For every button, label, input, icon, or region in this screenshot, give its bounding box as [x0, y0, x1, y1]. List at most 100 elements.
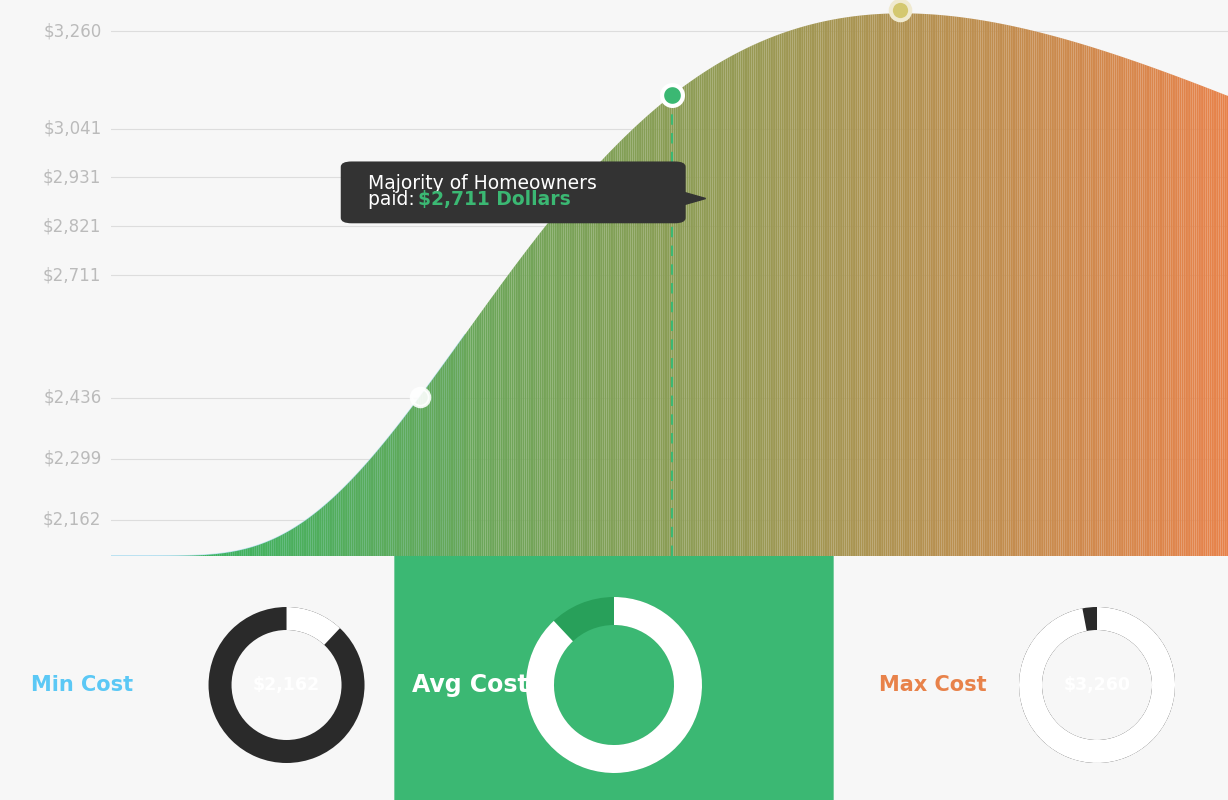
Polygon shape	[815, 23, 817, 556]
Polygon shape	[413, 403, 415, 556]
Text: Majority of Homeowners: Majority of Homeowners	[368, 174, 597, 193]
Polygon shape	[817, 22, 819, 556]
Polygon shape	[835, 19, 837, 556]
Polygon shape	[830, 20, 831, 556]
Polygon shape	[597, 163, 599, 556]
Polygon shape	[672, 94, 673, 556]
Polygon shape	[1156, 69, 1157, 556]
Text: $3,260: $3,260	[1063, 676, 1131, 694]
Polygon shape	[1181, 78, 1184, 556]
Polygon shape	[781, 33, 783, 556]
Polygon shape	[1211, 90, 1213, 556]
Polygon shape	[1210, 89, 1211, 556]
Polygon shape	[780, 34, 781, 556]
Polygon shape	[931, 14, 932, 556]
Polygon shape	[1003, 24, 1005, 556]
Polygon shape	[893, 14, 895, 556]
Polygon shape	[642, 119, 643, 556]
Polygon shape	[1217, 92, 1218, 556]
Polygon shape	[903, 14, 904, 556]
Polygon shape	[542, 229, 543, 556]
Polygon shape	[502, 281, 503, 556]
Polygon shape	[279, 535, 281, 556]
Polygon shape	[402, 418, 404, 556]
Polygon shape	[1081, 44, 1083, 556]
Polygon shape	[803, 26, 806, 556]
Polygon shape	[459, 340, 462, 556]
Text: $2,711: $2,711	[578, 675, 650, 694]
Polygon shape	[336, 493, 339, 556]
Polygon shape	[888, 14, 889, 556]
Polygon shape	[254, 546, 257, 556]
Polygon shape	[447, 358, 448, 556]
Polygon shape	[1203, 86, 1206, 556]
Polygon shape	[1185, 79, 1187, 556]
Polygon shape	[861, 15, 863, 556]
Polygon shape	[599, 162, 600, 556]
Polygon shape	[266, 542, 268, 556]
Text: $2,711: $2,711	[43, 266, 102, 284]
Polygon shape	[354, 476, 355, 556]
Polygon shape	[989, 22, 990, 556]
Polygon shape	[1005, 25, 1007, 556]
Polygon shape	[907, 14, 910, 556]
Polygon shape	[668, 97, 669, 556]
Polygon shape	[869, 14, 871, 556]
Polygon shape	[485, 303, 488, 556]
Text: $2,162: $2,162	[43, 510, 102, 529]
Polygon shape	[1011, 26, 1012, 556]
Polygon shape	[925, 14, 927, 556]
Polygon shape	[740, 50, 742, 556]
Polygon shape	[723, 59, 726, 556]
Polygon shape	[640, 121, 642, 556]
Polygon shape	[1083, 44, 1084, 556]
Polygon shape	[1038, 32, 1040, 556]
Polygon shape	[874, 14, 877, 556]
Polygon shape	[1077, 42, 1079, 556]
Polygon shape	[445, 360, 447, 556]
Polygon shape	[946, 15, 947, 556]
Polygon shape	[1224, 94, 1226, 556]
Polygon shape	[885, 14, 888, 556]
Polygon shape	[604, 155, 607, 556]
Polygon shape	[1007, 25, 1008, 556]
Polygon shape	[424, 389, 426, 556]
Polygon shape	[366, 462, 368, 556]
Polygon shape	[1176, 76, 1178, 556]
Polygon shape	[653, 110, 655, 556]
Polygon shape	[939, 15, 942, 556]
Polygon shape	[712, 66, 715, 556]
Polygon shape	[478, 314, 480, 556]
Polygon shape	[435, 374, 437, 556]
Polygon shape	[655, 108, 657, 556]
Text: Avg Cost: Avg Cost	[413, 673, 529, 697]
Polygon shape	[513, 266, 516, 556]
Polygon shape	[1061, 38, 1062, 556]
Polygon shape	[206, 554, 209, 556]
Polygon shape	[808, 25, 809, 556]
Polygon shape	[1066, 39, 1068, 556]
Polygon shape	[1148, 66, 1149, 556]
Polygon shape	[819, 22, 820, 556]
Polygon shape	[340, 490, 343, 556]
Polygon shape	[308, 517, 311, 556]
Polygon shape	[437, 370, 438, 556]
Polygon shape	[1127, 58, 1130, 556]
Polygon shape	[1065, 39, 1066, 556]
Polygon shape	[701, 73, 704, 556]
Polygon shape	[1072, 41, 1073, 556]
Polygon shape	[589, 171, 592, 556]
Polygon shape	[262, 543, 264, 556]
Text: $2,436: $2,436	[43, 389, 102, 406]
Polygon shape	[1206, 87, 1207, 556]
Polygon shape	[205, 555, 206, 556]
Polygon shape	[882, 14, 884, 556]
Polygon shape	[516, 263, 517, 556]
Text: $3,260: $3,260	[43, 22, 102, 40]
Polygon shape	[849, 17, 850, 556]
Polygon shape	[476, 316, 478, 556]
Polygon shape	[281, 534, 282, 556]
Polygon shape	[906, 14, 907, 556]
Polygon shape	[465, 332, 467, 556]
Polygon shape	[889, 14, 892, 556]
